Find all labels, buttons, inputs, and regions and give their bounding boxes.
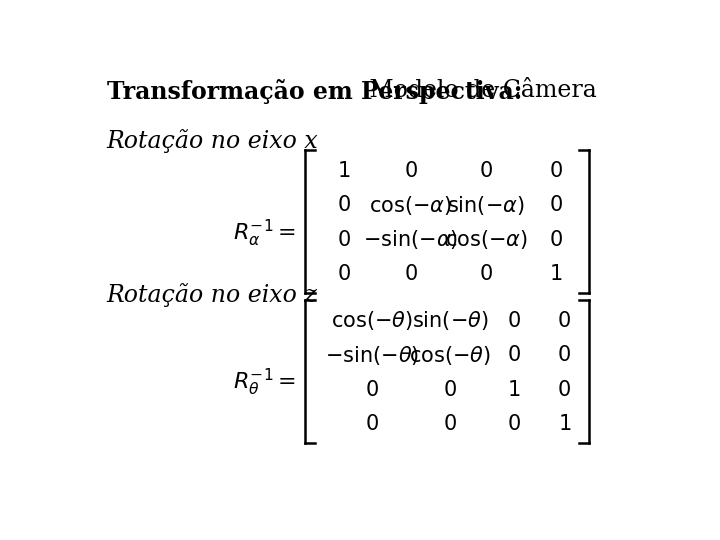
Text: $\cos(-\theta)$: $\cos(-\theta)$ [409,343,491,367]
Text: $1$: $1$ [557,414,571,434]
Text: $0$: $0$ [443,380,457,400]
Text: $0$: $0$ [337,195,351,215]
Text: $\cos(-\alpha)$: $\cos(-\alpha)$ [369,194,452,217]
Text: $0$: $0$ [365,380,379,400]
Text: $0$: $0$ [507,414,521,434]
Text: $-\sin(-\alpha)$: $-\sin(-\alpha)$ [364,228,459,251]
Text: $\sin(-\alpha)$: $\sin(-\alpha)$ [447,194,525,217]
Text: $1$: $1$ [508,380,521,400]
Text: $0$: $0$ [557,380,571,400]
Text: $0$: $0$ [549,230,563,250]
Text: $1$: $1$ [549,265,562,285]
Text: $0$: $0$ [337,265,351,285]
Text: $0$: $0$ [557,310,571,330]
Text: $0$: $0$ [549,195,563,215]
Text: $R_{\alpha}^{-1} =$: $R_{\alpha}^{-1} =$ [233,218,297,249]
Text: Rotação no eixo x: Rotação no eixo x [107,129,318,153]
Text: $0$: $0$ [507,345,521,365]
Text: $R_{\theta}^{-1} =$: $R_{\theta}^{-1} =$ [233,367,297,399]
Text: $0$: $0$ [557,345,571,365]
Text: $0$: $0$ [337,230,351,250]
Text: $\cos(-\alpha)$: $\cos(-\alpha)$ [445,228,528,251]
Text: $0$: $0$ [404,265,418,285]
Text: Transformação em Perspectiva:: Transformação em Perspectiva: [107,79,522,104]
Text: $0$: $0$ [507,310,521,330]
Text: $0$: $0$ [549,161,563,181]
Text: $-\sin(-\theta)$: $-\sin(-\theta)$ [325,343,419,367]
Text: $0$: $0$ [480,161,493,181]
Text: $0$: $0$ [443,414,457,434]
Text: Modelo de Câmera: Modelo de Câmera [362,79,597,103]
Text: Rotação no eixo z: Rotação no eixo z [107,283,318,307]
Text: $0$: $0$ [480,265,493,285]
Text: $0$: $0$ [365,414,379,434]
Text: $0$: $0$ [404,161,418,181]
Text: $\sin(-\theta)$: $\sin(-\theta)$ [412,309,488,332]
Text: $1$: $1$ [337,161,351,181]
Text: $\cos(-\theta)$: $\cos(-\theta)$ [331,309,413,332]
